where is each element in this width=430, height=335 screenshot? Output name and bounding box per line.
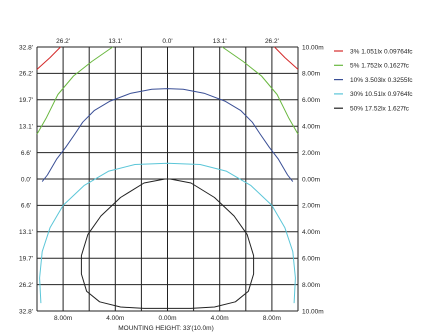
left-tick-label: 13.1' xyxy=(19,124,33,131)
top-tick-label: 13.1' xyxy=(108,38,122,45)
chart-curves xyxy=(36,46,299,309)
left-tick-label: 6.6' xyxy=(21,150,31,157)
left-tick-label: 19.7' xyxy=(19,97,33,104)
right-tick-label: 8.00m xyxy=(302,71,320,78)
top-tick-label: 0.0' xyxy=(162,38,172,45)
left-tick-label: 19.7' xyxy=(19,256,33,263)
legend-label: 3% 1.051lx 0.09764fc xyxy=(350,48,413,55)
left-tick-label: 13.1' xyxy=(19,229,33,236)
left-tick-label: 32.8' xyxy=(19,44,33,51)
series-line-4-0 xyxy=(80,178,255,309)
left-tick-label: 26.2' xyxy=(19,71,33,78)
right-tick-label: 4.00m xyxy=(302,229,320,236)
series-line-0-0 xyxy=(36,46,61,70)
left-tick-label: 32.8' xyxy=(19,308,33,315)
right-tick-label: 10.00m xyxy=(302,308,324,315)
right-tick-label: 6.00m xyxy=(302,97,320,104)
chart-tick-labels: 26.2' 13.1' 0.0' 13.1' 26.2' 8.00m 4.00m 0.00m 4… xyxy=(19,38,324,322)
x-axis-label: MOUNTING HEIGHT: 33'(10.0m) xyxy=(118,325,214,332)
series-line-1-1 xyxy=(222,46,299,135)
bottom-tick-label: 8.00m xyxy=(54,315,72,322)
right-tick-label: 10.00m xyxy=(302,44,324,51)
left-tick-label: 26.2' xyxy=(19,282,33,289)
chart-grid xyxy=(36,46,299,312)
right-tick-label: 4.00m xyxy=(302,124,320,131)
left-tick-label: 0.0' xyxy=(21,176,31,183)
legend-label: 10% 3.503lx 0.3255fc xyxy=(350,77,413,84)
right-tick-label: 8.00m xyxy=(302,282,320,289)
bottom-tick-label: 8.00m xyxy=(263,315,281,322)
top-tick-label: 13.1' xyxy=(213,38,227,45)
series-line-3-0 xyxy=(39,162,296,304)
right-tick-label: 0.00m xyxy=(302,176,320,183)
bottom-tick-label: 4.00m xyxy=(211,315,229,322)
series-line-0-1 xyxy=(274,46,299,70)
right-tick-label: 2.00m xyxy=(302,203,320,210)
right-tick-label: 2.00m xyxy=(302,150,320,157)
series-line-2-0 xyxy=(41,88,294,182)
top-tick-label: 26.2' xyxy=(56,38,70,45)
bottom-tick-label: 4.00m xyxy=(106,315,124,322)
series-line-1-0 xyxy=(36,46,113,135)
legend-label: 50% 17.52lx 1.627fc xyxy=(350,106,410,113)
chart-legend: 3% 1.051lx 0.09764fc 5% 1.752lx 0.1627fc 1… xyxy=(334,48,413,113)
top-tick-label: 26.2' xyxy=(265,38,279,45)
legend-label: 5% 1.752lx 0.1627fc xyxy=(350,63,410,70)
left-tick-label: 6.6' xyxy=(21,203,31,210)
legend-label: 30% 10.51lx 0.9764fc xyxy=(350,91,413,98)
right-tick-label: 6.00m xyxy=(302,256,320,263)
bottom-tick-label: 0.00m xyxy=(158,315,176,322)
